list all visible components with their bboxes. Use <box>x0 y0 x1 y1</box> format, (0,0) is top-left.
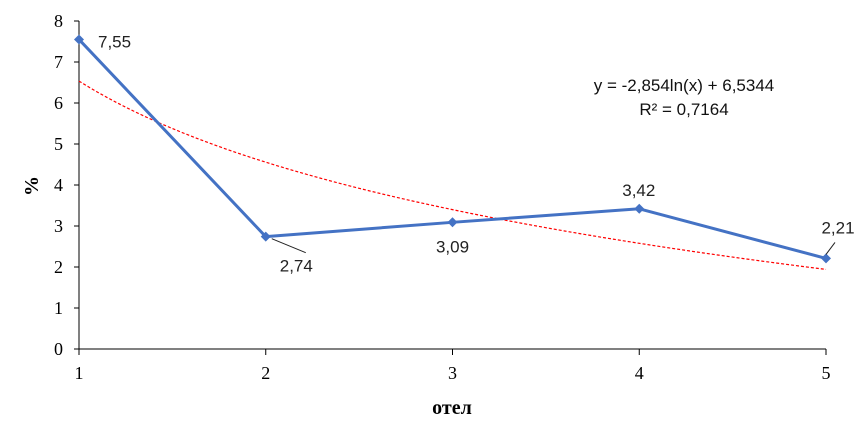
series-layer <box>74 34 831 264</box>
data-point-marker <box>447 217 458 228</box>
data-label-leader <box>825 242 836 255</box>
x-axis-ticks: 1 2 3 4 5 <box>75 349 831 383</box>
axes <box>78 21 826 350</box>
y-tick-label: 0 <box>54 339 63 359</box>
data-point-marker <box>821 253 831 264</box>
x-axis-title: отел <box>432 397 472 419</box>
data-label: 3,09 <box>436 237 469 256</box>
y-axis-title: % <box>21 176 43 196</box>
data-point-marker <box>74 34 84 45</box>
x-tick-label: 3 <box>448 363 457 383</box>
trendline-r-squared: R² = 0,7164 <box>639 100 728 119</box>
data-label: 2,74 <box>280 257 313 276</box>
y-axis-ticks: 0 1 2 3 4 5 6 7 8 <box>54 11 79 359</box>
x-tick-label: 4 <box>635 363 644 383</box>
data-label: 3,42 <box>622 181 655 200</box>
data-point-marker <box>260 231 271 242</box>
data-label: 2,21 <box>821 218 854 237</box>
data-label-layer: 7,55 2,74 3,09 3,42 2,21 <box>98 32 855 275</box>
y-tick-label: 1 <box>54 298 63 318</box>
y-tick-label: 7 <box>54 52 63 72</box>
data-point-marker <box>634 203 645 214</box>
trendline <box>78 80 827 271</box>
y-tick-label: 3 <box>54 216 63 236</box>
x-tick-label: 1 <box>75 363 84 383</box>
y-tick-label: 4 <box>54 175 63 195</box>
y-tick-label: 8 <box>54 11 63 31</box>
data-label: 7,55 <box>98 32 131 51</box>
trendline-layer <box>78 80 827 271</box>
y-tick-label: 6 <box>54 93 63 113</box>
x-tick-label: 5 <box>822 363 831 383</box>
trendline-equation: y = -2,854ln(x) + 6,5344 <box>594 76 775 95</box>
x-tick-label: 2 <box>261 363 270 383</box>
y-tick-label: 5 <box>54 134 63 154</box>
data-label-leader <box>271 238 306 254</box>
y-tick-label: 2 <box>54 257 63 277</box>
